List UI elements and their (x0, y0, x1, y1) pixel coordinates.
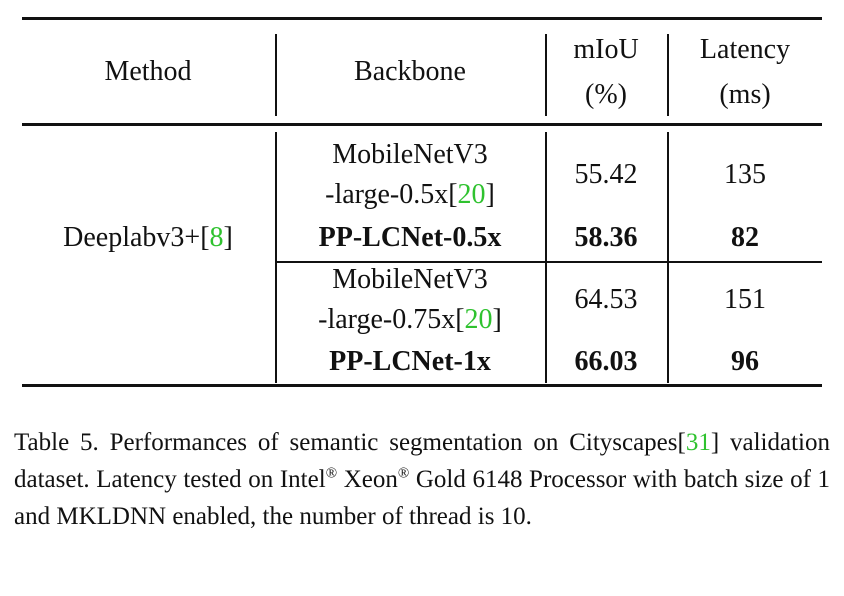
text-run: -large-0.5x[ (325, 179, 458, 210)
backbone-cell: PP-LCNet-0.5x (319, 222, 502, 254)
top-rule (22, 17, 822, 20)
header-cell: Method (104, 56, 192, 87)
col-rule (275, 34, 277, 116)
latency-cell: 82 (731, 222, 759, 253)
citation: 20 (457, 179, 486, 210)
text-run: Xeon (337, 466, 398, 493)
text-run: ] (223, 222, 233, 253)
text-run: ] (492, 304, 502, 335)
col-rule (545, 34, 547, 116)
header-cell: (ms) (719, 79, 771, 110)
text-run: ] validation dataset. Latency tested on … (14, 429, 830, 493)
header-cell: (%) (585, 79, 627, 110)
backbone-cell: -large-0.75x[20] (318, 304, 502, 336)
col-rule (667, 34, 669, 116)
text-run: Gold 6148 Processor with batch size of 1… (14, 466, 831, 530)
miou-cell: 66.03 (574, 346, 638, 377)
latency-cell: 151 (724, 284, 766, 315)
backbone-cell: PP-LCNet-1x (329, 346, 491, 378)
bottom-rule (22, 384, 822, 387)
caption: Table 5. Performances of semantic segmen… (14, 424, 830, 535)
header-cell: Latency (699, 34, 791, 65)
col-rule (545, 132, 547, 383)
backbone-cell: MobileNetV3 (332, 264, 488, 296)
text-run: Deeplabv3+[ (63, 222, 210, 253)
row-rule (276, 261, 822, 263)
backbone-cell: MobileNetV3 (332, 139, 488, 171)
method-cell: Deeplabv3+[8] (63, 222, 233, 254)
superscript: ® (397, 465, 410, 482)
miou-cell: 58.36 (574, 222, 638, 253)
latency-cell: 96 (731, 346, 759, 377)
header-cell: Backbone (354, 56, 466, 87)
header-cell: mIoU (573, 34, 639, 65)
miou-cell: 64.53 (574, 284, 638, 315)
text-run: ] (485, 179, 495, 210)
text-run: MobileNetV3 (332, 139, 488, 170)
text-run: PP-LCNet-0.5x (318, 222, 502, 253)
text-run: Table 5. Performances of semantic segmen… (14, 429, 686, 456)
header-rule (22, 123, 822, 126)
citation: 31 (685, 429, 711, 456)
citation: 8 (209, 222, 224, 253)
backbone-cell: -large-0.5x[20] (325, 179, 495, 211)
citation: 20 (464, 304, 493, 335)
miou-cell: 55.42 (574, 159, 638, 190)
col-rule (667, 132, 669, 383)
latency-cell: 135 (724, 159, 766, 190)
text-run: -large-0.75x[ (318, 304, 465, 335)
superscript: ® (325, 465, 338, 482)
col-rule (275, 132, 277, 383)
text-run: PP-LCNet-1x (329, 346, 491, 377)
text-run: MobileNetV3 (332, 264, 488, 295)
